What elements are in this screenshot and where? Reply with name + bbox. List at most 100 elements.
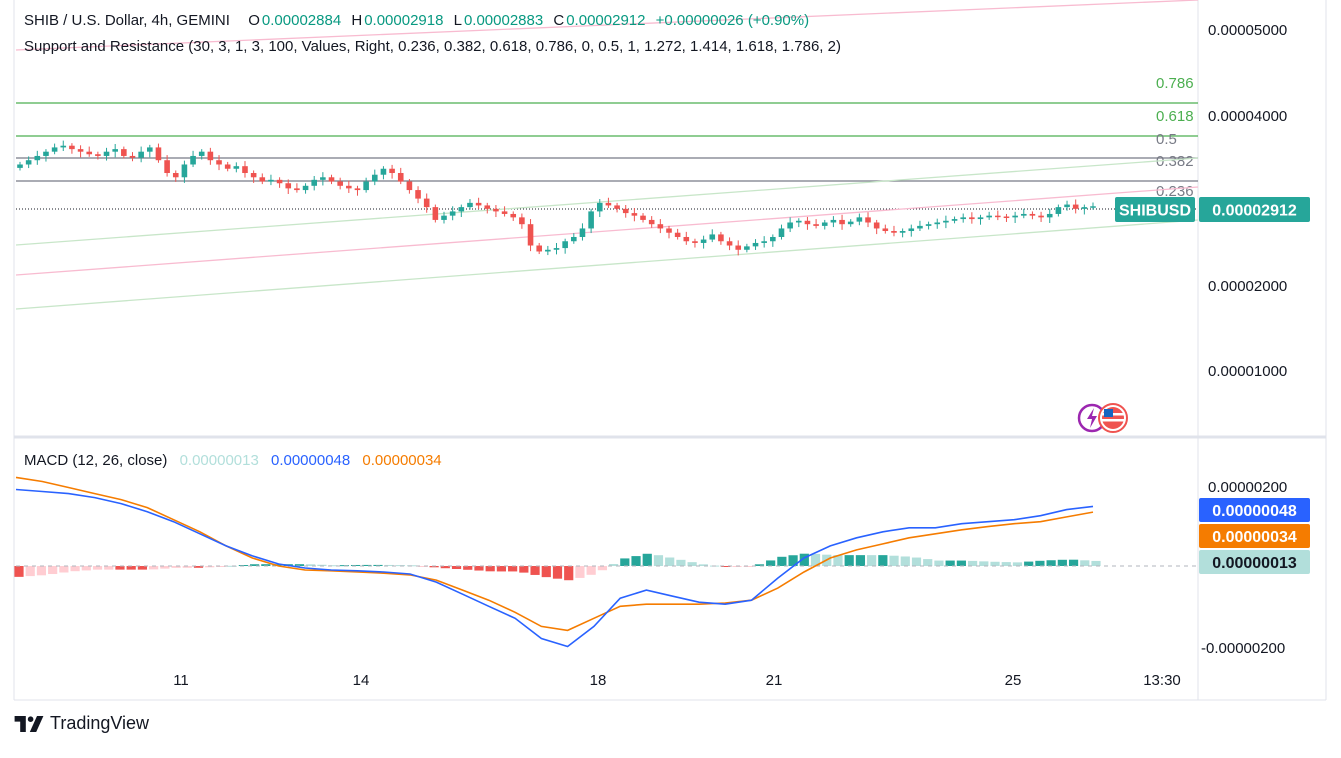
candle (1064, 200, 1070, 211)
candle-body (181, 164, 188, 178)
indicator-legend[interactable]: Support and Resistance (30, 3, 1, 3, 100… (24, 38, 841, 55)
candle (735, 240, 742, 256)
candle-body (1038, 215, 1044, 218)
candle-body (294, 188, 300, 191)
macd-tag: 0.00000048 (1199, 498, 1310, 522)
signal-tag-bg (1199, 524, 1310, 548)
time-axis-tick: 25 (1005, 672, 1022, 689)
candle (423, 193, 430, 213)
candle (683, 231, 690, 245)
candle-body (493, 208, 499, 212)
macd-signal-value: 0.00000034 (362, 452, 442, 469)
candle (164, 155, 170, 177)
candle (1029, 211, 1036, 220)
macd-histogram-bar (676, 559, 686, 566)
candle (726, 237, 733, 251)
symbol-tag-bg (1115, 197, 1195, 222)
macd-histogram-bar (642, 553, 652, 566)
macd-histogram-bar (14, 566, 24, 577)
candle-body (856, 217, 863, 222)
tradingview-logo-icon (14, 715, 44, 732)
macd-histogram-bar (429, 566, 439, 568)
candle (787, 217, 793, 233)
candle-body (423, 198, 430, 208)
macd-histogram-bar (597, 566, 607, 571)
candle-body (34, 155, 41, 161)
candle (778, 224, 785, 240)
candle (146, 144, 153, 158)
candle-body (847, 221, 854, 225)
fib-level-label: 0.236 (1156, 183, 1194, 200)
macd-histogram-bar (934, 560, 944, 566)
candle-body (1064, 204, 1070, 208)
candle (847, 219, 854, 227)
macd-histogram-bar (945, 560, 955, 566)
candle (484, 202, 491, 214)
price-change: +0.00000026 (+0.90%) (655, 12, 810, 29)
candle (986, 211, 992, 220)
symbol-title[interactable]: SHIB / U.S. Dollar, 4h, GEMINI (24, 12, 230, 29)
candle (770, 234, 776, 247)
candle-body (977, 217, 984, 220)
candle (129, 152, 136, 162)
candle (138, 146, 144, 163)
candle-body (709, 234, 716, 240)
candle-body (311, 179, 318, 186)
candle-body (60, 145, 67, 148)
macd-histogram-bar (552, 566, 563, 579)
candle (475, 197, 482, 210)
macd-histogram-bar (1068, 559, 1079, 566)
candle (562, 238, 568, 254)
channel-top-line (15, 0, 1199, 51)
signal-tag-text: 0.00000034 (1212, 529, 1297, 546)
candle-body (631, 213, 638, 216)
candle (1012, 211, 1018, 223)
candle (103, 147, 110, 161)
signal-tag: 0.00000034 (1199, 524, 1310, 548)
macd-histogram-bar (92, 566, 103, 570)
candle (69, 143, 75, 154)
ohlc-low: L 0.00002883 (453, 12, 544, 29)
candle-body (1012, 215, 1018, 218)
fib-level-label: 0.382 (1156, 153, 1194, 170)
candle (328, 174, 335, 185)
candle-body (1003, 216, 1010, 219)
candle-body (320, 177, 326, 180)
candle (934, 218, 941, 229)
candle-body (934, 222, 941, 225)
candle-body (164, 160, 170, 174)
hist-tag: 0.00000013 (1199, 550, 1310, 574)
candle-body (761, 241, 767, 243)
brand[interactable]: TradingView (14, 713, 149, 734)
candle (320, 172, 326, 186)
macd-legend[interactable]: MACD (12, 26, close) 0.00000013 0.000000… (24, 452, 442, 469)
candle (891, 225, 897, 237)
time-axis-tick: 18 (590, 672, 607, 689)
candle-body (17, 164, 23, 168)
fib-level-label: 0.786 (1156, 75, 1194, 92)
macd-histogram-bar (889, 555, 899, 566)
macd-histogram-bar (463, 566, 473, 570)
macd-histogram-bar (384, 564, 394, 566)
macd-histogram-bar (1080, 560, 1090, 566)
symbol-tag: SHIBUSD (1115, 197, 1195, 222)
candle-body (337, 181, 343, 186)
candle (821, 219, 828, 230)
candle (1003, 213, 1010, 222)
candle-body (259, 177, 266, 182)
macd-histogram-bar (249, 564, 260, 566)
macd-histogram-bar (1012, 562, 1023, 566)
price-tag-bg (1199, 197, 1310, 222)
candle-body (224, 164, 231, 169)
candle (692, 238, 698, 248)
candle (622, 204, 629, 218)
macd-histogram-bar (496, 566, 507, 572)
candle-body (1029, 213, 1036, 216)
macd-histogram-bar (317, 564, 327, 566)
candle-body (778, 228, 785, 237)
candle-body (527, 224, 534, 246)
candle (224, 161, 231, 172)
currency-badge-icon[interactable] (1076, 402, 1130, 434)
